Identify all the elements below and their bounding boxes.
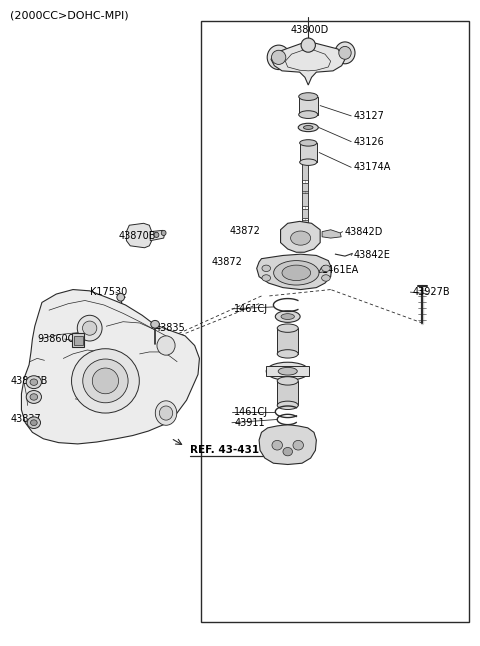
Ellipse shape [283, 448, 292, 456]
Text: K17530: K17530 [90, 287, 127, 297]
Ellipse shape [299, 93, 318, 100]
Ellipse shape [278, 368, 297, 375]
Text: 43174A: 43174A [354, 162, 391, 172]
Ellipse shape [322, 275, 330, 281]
Ellipse shape [277, 324, 298, 332]
Ellipse shape [277, 349, 298, 358]
Text: 93860C: 93860C [37, 334, 74, 344]
Polygon shape [271, 43, 345, 85]
Bar [277, 328, 298, 354]
Text: 43870B: 43870B [118, 231, 156, 241]
Text: 43911: 43911 [234, 418, 265, 428]
Ellipse shape [30, 379, 37, 386]
Ellipse shape [277, 377, 298, 385]
Ellipse shape [157, 336, 175, 355]
Text: 43872: 43872 [229, 226, 260, 236]
Ellipse shape [77, 315, 102, 341]
Text: 43927B: 43927B [413, 287, 450, 297]
Ellipse shape [83, 321, 97, 335]
Text: 43842D: 43842D [345, 227, 384, 236]
Text: 43127: 43127 [354, 111, 384, 121]
Ellipse shape [31, 420, 37, 426]
Ellipse shape [300, 159, 317, 165]
Bar [301, 220, 308, 230]
Ellipse shape [27, 417, 40, 428]
Text: 43846B: 43846B [11, 376, 48, 386]
Bar [299, 97, 318, 114]
Ellipse shape [272, 441, 282, 450]
Ellipse shape [277, 401, 298, 410]
Ellipse shape [276, 311, 300, 322]
Ellipse shape [301, 38, 315, 52]
Ellipse shape [156, 401, 177, 425]
Ellipse shape [262, 265, 271, 271]
Polygon shape [257, 254, 332, 289]
Ellipse shape [117, 293, 124, 301]
Bar [300, 143, 317, 162]
Bar [301, 162, 308, 180]
Polygon shape [322, 230, 341, 238]
Text: 43126: 43126 [354, 136, 384, 147]
Bar [266, 366, 309, 377]
Ellipse shape [72, 349, 139, 413]
Bar [277, 381, 298, 405]
Polygon shape [126, 224, 152, 248]
Ellipse shape [274, 260, 319, 285]
Ellipse shape [335, 42, 355, 64]
Bar [301, 209, 308, 218]
Ellipse shape [298, 123, 318, 132]
Bar [74, 336, 83, 345]
Text: 43835: 43835 [154, 323, 185, 333]
Text: 43837: 43837 [11, 415, 42, 424]
Ellipse shape [26, 391, 41, 403]
Bar [301, 183, 308, 191]
Polygon shape [22, 289, 199, 444]
Text: 1461CJ: 1461CJ [234, 407, 268, 417]
Ellipse shape [159, 406, 173, 420]
Ellipse shape [26, 376, 41, 389]
Ellipse shape [281, 314, 294, 320]
Ellipse shape [161, 231, 166, 236]
Ellipse shape [266, 362, 309, 380]
Ellipse shape [267, 45, 290, 70]
Text: REF. 43-431: REF. 43-431 [190, 444, 259, 455]
Ellipse shape [92, 368, 119, 394]
Ellipse shape [83, 359, 128, 402]
Text: 43800D: 43800D [290, 25, 328, 36]
Bar [72, 333, 84, 348]
Text: 1461CJ: 1461CJ [234, 304, 268, 314]
Ellipse shape [282, 265, 311, 280]
Ellipse shape [154, 233, 159, 238]
Polygon shape [150, 231, 165, 241]
Ellipse shape [322, 265, 330, 271]
Bar [201, 21, 469, 622]
Ellipse shape [300, 140, 317, 146]
Polygon shape [259, 424, 316, 464]
Ellipse shape [151, 320, 159, 328]
Text: 1461EA: 1461EA [322, 265, 360, 275]
Text: 43842E: 43842E [354, 251, 390, 260]
Ellipse shape [30, 394, 37, 400]
Ellipse shape [262, 275, 271, 281]
Ellipse shape [339, 47, 351, 59]
Ellipse shape [299, 110, 318, 118]
Text: (2000CC>DOHC-MPI): (2000CC>DOHC-MPI) [10, 10, 129, 21]
Bar [301, 193, 308, 206]
Polygon shape [281, 222, 320, 252]
Ellipse shape [303, 125, 313, 129]
Ellipse shape [290, 231, 311, 245]
Text: 43872: 43872 [211, 257, 242, 267]
Ellipse shape [293, 441, 303, 450]
Ellipse shape [272, 50, 286, 65]
